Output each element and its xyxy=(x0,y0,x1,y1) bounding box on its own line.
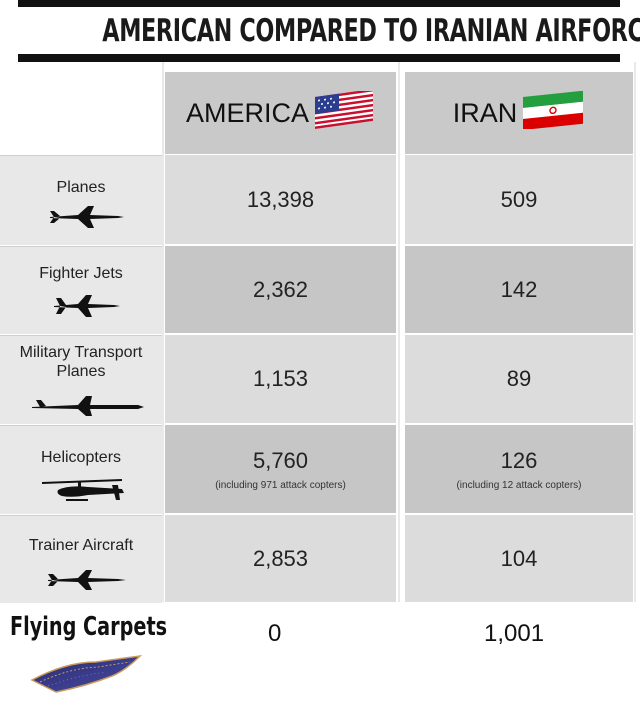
value-iran-flying-carpets: 1,001 xyxy=(484,620,545,647)
value-america-trainer-aircraft: 2,853 xyxy=(252,545,309,571)
cell-america-fighter-jets: 2,362 xyxy=(165,246,396,333)
iran-flag-icon xyxy=(523,90,585,136)
row-label-fighter-jets: Fighter Jets xyxy=(0,246,162,334)
column-label-iran: IRAN xyxy=(452,97,518,128)
fighter-jet-icon xyxy=(54,295,120,317)
row-label-text: Fighter Jets xyxy=(39,265,123,282)
page-title: AMERICAN COMPARED TO IRANIAN AIRFORCE xyxy=(102,13,640,49)
cell-iran-planes: 509 xyxy=(405,155,633,244)
us-flag-icon xyxy=(315,88,375,136)
cell-america-trainer-aircraft: 2,853 xyxy=(165,515,396,602)
cell-america-helicopters: 5,760 (including 971 attack copters) xyxy=(165,425,396,513)
row-label-trainer-aircraft: Trainer Aircraft xyxy=(0,515,162,603)
value-america-military-transport: 1,153 xyxy=(252,366,309,391)
row-label-helicopters: Helicopters xyxy=(0,425,162,514)
jet-plane-icon xyxy=(50,206,124,228)
row-label-flying-carpets: Flying Carpets xyxy=(10,612,168,642)
value-america-fighter-jets: 2,362 xyxy=(252,276,309,302)
row-label-military-transport-planes: Military Transport Planes xyxy=(0,335,162,424)
value-iran-military-transport: 89 xyxy=(506,366,532,391)
cell-america-planes: 13,398 xyxy=(165,155,396,244)
column-header-iran: IRAN xyxy=(405,72,633,154)
cell-iran-military-transport: 89 xyxy=(405,335,633,423)
column-header-america: AMERICA xyxy=(165,72,396,154)
column-divider xyxy=(398,62,400,602)
note-iran-helicopters: (including 12 attack copters) xyxy=(456,479,582,491)
row-label-planes: Planes xyxy=(0,155,162,245)
value-iran-trainer-aircraft: 104 xyxy=(500,545,538,571)
value-america-planes: 13,398 xyxy=(246,186,315,212)
value-iran-planes: 509 xyxy=(500,186,538,212)
value-iran-helicopters: 126 xyxy=(500,447,538,473)
helicopter-icon xyxy=(42,479,124,501)
flying-carpet-icon xyxy=(30,654,143,693)
cell-america-military-transport: 1,153 xyxy=(165,335,396,423)
transport-plane-icon xyxy=(32,396,144,416)
note-america-helicopters: (including 971 attack copters) xyxy=(215,479,346,491)
cell-iran-trainer-aircraft: 104 xyxy=(405,515,633,602)
column-divider xyxy=(634,62,636,602)
title-top-bar xyxy=(18,0,620,7)
column-label-america: AMERICA xyxy=(185,97,310,128)
title-bottom-bar xyxy=(18,54,620,62)
value-iran-fighter-jets: 142 xyxy=(500,276,538,302)
row-label-text: Planes xyxy=(56,179,106,196)
row-label-text: Helicopters xyxy=(40,449,122,466)
cell-iran-fighter-jets: 142 xyxy=(405,246,633,333)
value-america-flying-carpets: 0 xyxy=(268,620,282,647)
row-label-text: Trainer Aircraft xyxy=(28,537,134,554)
value-america-helicopters: 5,760 xyxy=(252,447,309,473)
trainer-aircraft-icon xyxy=(48,570,126,590)
cell-iran-helicopters: 126 (including 12 attack copters) xyxy=(405,425,633,513)
row-label-text: Military Transport Planes xyxy=(19,344,143,380)
column-divider xyxy=(162,62,164,602)
